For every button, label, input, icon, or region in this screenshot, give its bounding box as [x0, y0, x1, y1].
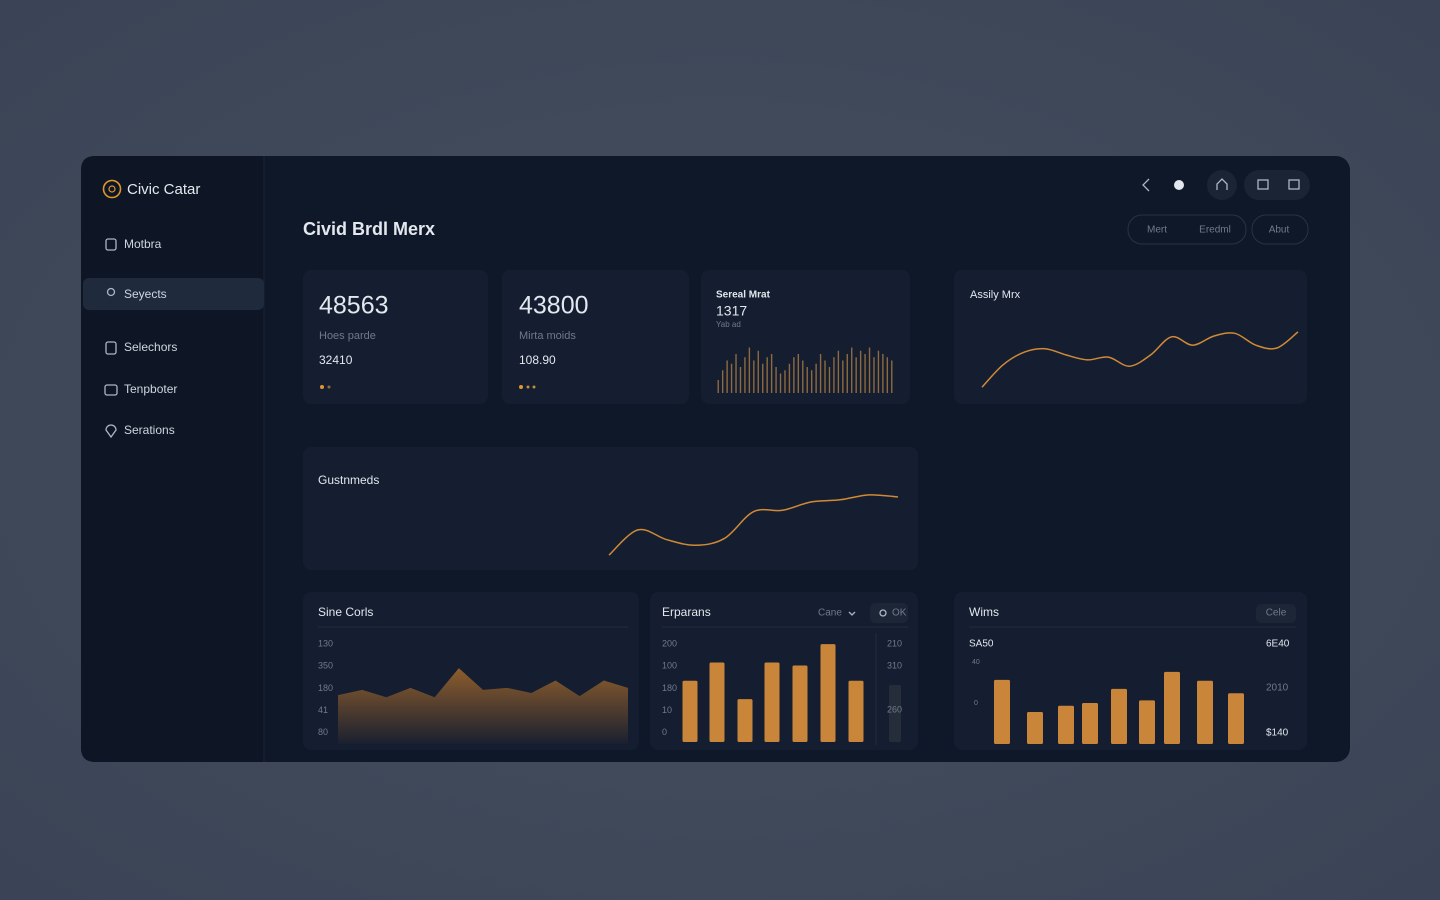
brand-icon: [102, 179, 122, 199]
view-icon: [1288, 179, 1300, 190]
card-title: Assily Mrx: [970, 289, 1021, 301]
tab[interactable]: Mert: [1147, 225, 1167, 236]
card-value: 43800: [519, 292, 589, 320]
axis-label: 0: [974, 700, 978, 707]
bar: [709, 662, 725, 742]
area: [338, 668, 628, 744]
bar: [1058, 705, 1074, 744]
bar: [1164, 671, 1180, 744]
panel-title: Gustnmeds: [318, 473, 379, 487]
y-tick-label: 200: [662, 638, 677, 648]
bar: [994, 679, 1010, 744]
card-label: Hoes parde: [319, 330, 376, 342]
axis-label: $140: [1266, 728, 1289, 739]
bar: [1082, 703, 1098, 744]
nav-icon: [104, 384, 118, 396]
page-title: Civid Brdl Merx: [303, 219, 435, 239]
brand-icon-inner: [108, 185, 116, 193]
bar: [820, 644, 836, 742]
card-sub: 32410: [319, 353, 353, 367]
brand: Civic Catar: [127, 181, 200, 198]
panel-title: Wims: [969, 605, 999, 619]
button-bg[interactable]: [1256, 604, 1296, 623]
bar: [764, 662, 780, 742]
nav-item[interactable]: Motbra: [124, 237, 162, 251]
nav-icon: [106, 287, 116, 297]
dot: [320, 385, 324, 389]
home-icon: [1216, 178, 1228, 190]
card-sub: 108.90: [519, 353, 556, 367]
axis-label: 6E40: [1266, 639, 1290, 650]
button-icon: [879, 609, 887, 617]
dot: [526, 385, 530, 389]
card: [502, 270, 689, 404]
view-icon: [1257, 179, 1269, 190]
home-button-bg[interactable]: [1207, 170, 1237, 200]
button-bg[interactable]: [870, 603, 908, 623]
card: [954, 270, 1307, 404]
button-bg[interactable]: [1251, 214, 1309, 245]
card: [303, 270, 488, 404]
bar: [737, 699, 753, 742]
bar: [848, 680, 864, 742]
y-tick-label: 350: [318, 661, 333, 671]
nav-item[interactable]: Selechors: [124, 340, 177, 354]
axis-label: 2010: [1266, 683, 1289, 694]
panel: [303, 447, 918, 570]
tab[interactable]: Eredml: [1199, 225, 1231, 236]
bar: [1139, 700, 1155, 744]
bar: [1027, 711, 1043, 744]
dropdown[interactable]: Cane: [818, 608, 842, 619]
y-tick-label: 260: [887, 704, 902, 714]
y-tick-label: 0: [662, 727, 667, 737]
nav-icon: [105, 424, 117, 439]
nav-item[interactable]: Seyects: [124, 287, 167, 301]
sidebar: [81, 156, 264, 762]
panel-title: Erparans: [662, 605, 711, 619]
line: [981, 331, 1299, 388]
nav-item[interactable]: Tenpboter: [124, 382, 177, 396]
view-toggle[interactable]: [1244, 170, 1310, 200]
y-tick-label: 100: [662, 661, 677, 671]
button[interactable]: Cele: [1266, 608, 1287, 619]
panel: [954, 592, 1307, 750]
panel-title: Sine Corls: [318, 605, 373, 619]
axis-label: SA50: [969, 639, 994, 650]
card-value: 48563: [319, 292, 389, 320]
placeholder-bar: [889, 685, 901, 742]
card-value: 1317: [716, 303, 747, 319]
card-label: Mirta moids: [519, 330, 576, 342]
bar: [1197, 680, 1213, 744]
nav-active-bg: [83, 278, 264, 310]
card-label: Yab ad: [716, 320, 741, 329]
dot: [532, 385, 536, 389]
button[interactable]: Abut: [1269, 225, 1290, 236]
card-title: Sereal Mrat: [716, 290, 771, 301]
nav-item[interactable]: Serations: [124, 423, 175, 437]
settings-button[interactable]: [1174, 180, 1184, 190]
dot: [327, 385, 331, 389]
y-tick-label: 180: [318, 683, 333, 693]
nav-icon: [105, 238, 117, 251]
y-tick-label: 210: [887, 638, 902, 648]
bar: [682, 680, 698, 742]
button[interactable]: OK: [892, 608, 907, 619]
y-tick-label: 180: [662, 683, 677, 693]
bar: [792, 665, 808, 742]
back-button[interactable]: [1142, 178, 1150, 192]
axis-label: 40: [972, 659, 980, 666]
nav-icon: [105, 341, 117, 355]
line: [608, 494, 899, 556]
y-tick-label: 130: [318, 638, 333, 648]
y-tick-label: 80: [318, 727, 328, 737]
bar: [1228, 693, 1244, 744]
y-tick-label: 10: [662, 705, 672, 715]
y-tick-label: 41: [318, 705, 328, 715]
bar: [1111, 688, 1127, 744]
tab-group: [1127, 214, 1247, 245]
y-tick-label: 310: [887, 660, 902, 670]
dropdown-caret: [848, 611, 856, 616]
dot: [519, 385, 523, 389]
